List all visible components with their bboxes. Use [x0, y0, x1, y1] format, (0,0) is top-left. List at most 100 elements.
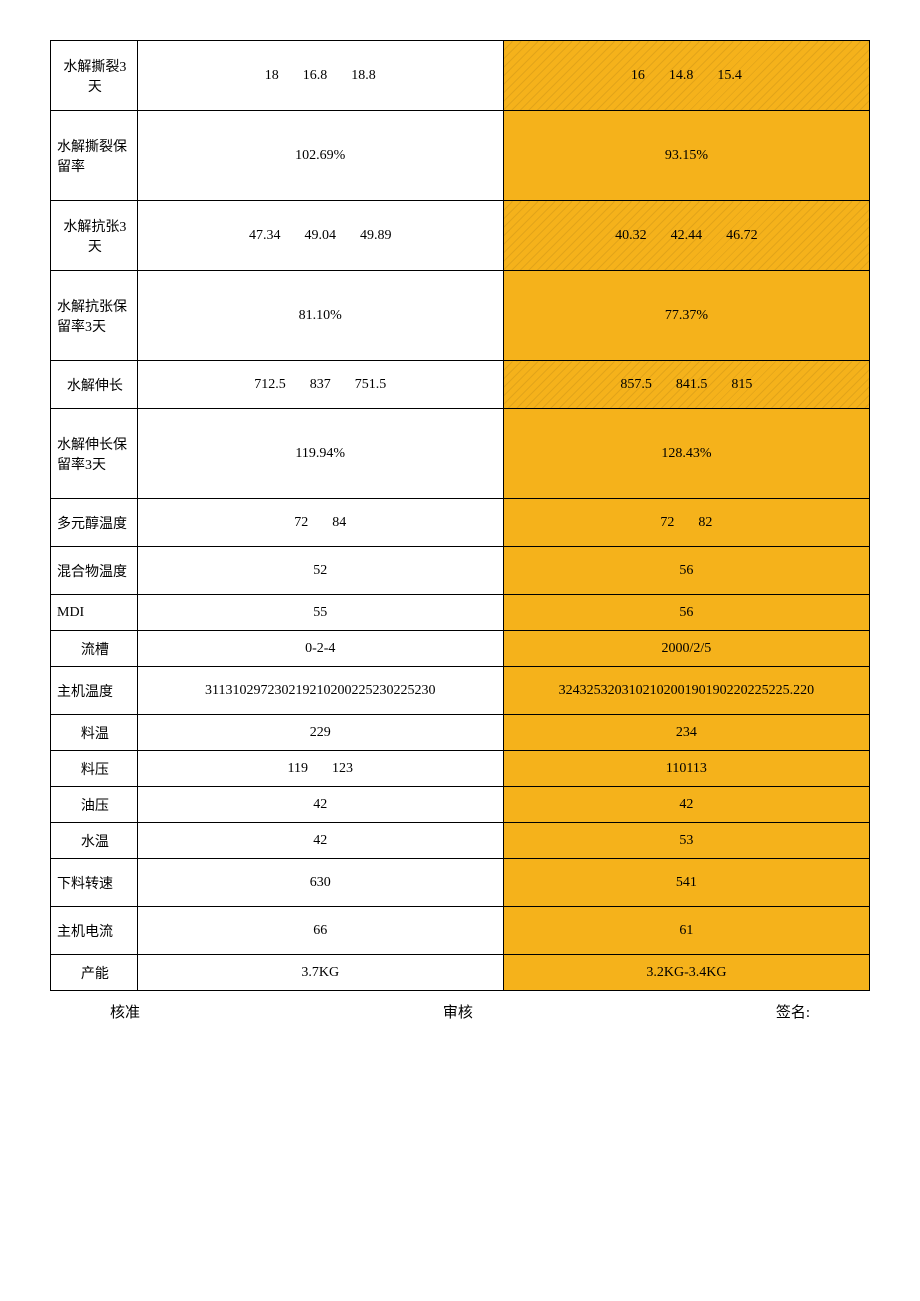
table-row: 水解撕裂保留率102.69%93.15%: [51, 111, 870, 201]
row-label: 流槽: [51, 631, 138, 667]
table-row: 水温4253: [51, 823, 870, 859]
footer-approve: 核准: [110, 1001, 140, 1022]
row-label: 多元醇温度: [51, 499, 138, 547]
value-b: 16 14.8 15.4: [503, 41, 869, 111]
v: 16.8: [303, 68, 328, 83]
table-row: 混合物温度5256: [51, 547, 870, 595]
v: 49.04: [304, 228, 336, 243]
value-a: 0-2-4: [137, 631, 503, 667]
value-b: 2000/2/5: [503, 631, 869, 667]
value-b: 541: [503, 859, 869, 907]
value-b: 72 82: [503, 499, 869, 547]
table-row: 主机温度311310297230219210200225230225230324…: [51, 667, 870, 715]
table-row: 流槽0-2-42000/2/5: [51, 631, 870, 667]
table-row: 水解伸长保留率3天119.94%128.43%: [51, 409, 870, 499]
row-label: 主机温度: [51, 667, 138, 715]
v: 49.89: [360, 228, 392, 243]
table-row: 多元醇温度 72 84 72 82: [51, 499, 870, 547]
v: 15.4: [717, 68, 742, 83]
value-b: 56: [503, 595, 869, 631]
table-row: 下料转速630541: [51, 859, 870, 907]
v: 841.5: [676, 377, 708, 392]
value-a: 42: [137, 823, 503, 859]
row-label: 水温: [51, 823, 138, 859]
row-label: 水解伸长保留率3天: [51, 409, 138, 499]
value-b: 3.2KG-3.4KG: [503, 955, 869, 991]
row-label: 产能: [51, 955, 138, 991]
value-b: 93.15%: [503, 111, 869, 201]
footer-review: 审核: [443, 1001, 473, 1022]
v: 837: [310, 377, 331, 392]
value-b: 56: [503, 547, 869, 595]
value-a: 311310297230219210200225230225230: [137, 667, 503, 715]
value-a: 119.94%: [137, 409, 503, 499]
value-b: 857.5 841.5 815: [503, 361, 869, 409]
value-a: 712.5 837 751.5: [137, 361, 503, 409]
table-row: 油压4242: [51, 787, 870, 823]
v: 751.5: [355, 377, 387, 392]
v: 82: [698, 515, 712, 530]
value-b: 61: [503, 907, 869, 955]
row-label: 料温: [51, 715, 138, 751]
value-b: 324325320310210200190190220225225.220: [503, 667, 869, 715]
row-label: 水解抗张3天: [51, 201, 138, 271]
table-row: MDI5556: [51, 595, 870, 631]
value-b: 234: [503, 715, 869, 751]
value-b: 42: [503, 787, 869, 823]
footer-sign: 签名:: [776, 1001, 810, 1022]
row-label: 下料转速: [51, 859, 138, 907]
value-b: 128.43%: [503, 409, 869, 499]
row-label: 油压: [51, 787, 138, 823]
value-a: 102.69%: [137, 111, 503, 201]
row-label: MDI: [51, 595, 138, 631]
value-a: 55: [137, 595, 503, 631]
table-row: 水解抗张3天 47.34 49.04 49.89 40.32 42.44 46.72: [51, 201, 870, 271]
value-a: 81.10%: [137, 271, 503, 361]
value-a: 18 16.8 18.8: [137, 41, 503, 111]
footer-row: 核准 审核 签名:: [50, 991, 870, 1022]
value-a: 3.7KG: [137, 955, 503, 991]
row-label: 水解撕裂3天: [51, 41, 138, 111]
table-row: 水解抗张保留率3天81.10%77.37%: [51, 271, 870, 361]
v: 40.32: [615, 228, 647, 243]
value-a: 42: [137, 787, 503, 823]
v: 72: [294, 515, 308, 530]
value-a: 47.34 49.04 49.89: [137, 201, 503, 271]
value-b: 77.37%: [503, 271, 869, 361]
table-row: 料压 119 123 110113: [51, 751, 870, 787]
value-b: 53: [503, 823, 869, 859]
table-row: 主机电流6661: [51, 907, 870, 955]
table-row: 水解伸长 712.5 837 751.5 857.5 841.5 815: [51, 361, 870, 409]
value-a: 229: [137, 715, 503, 751]
v: 18.8: [351, 68, 376, 83]
v: 14.8: [669, 68, 694, 83]
v: 46.72: [726, 228, 758, 243]
table-row: 产能3.7KG3.2KG-3.4KG: [51, 955, 870, 991]
value-a: 119 123: [137, 751, 503, 787]
v: 123: [332, 761, 353, 776]
v: 16: [631, 68, 645, 83]
value-b: 40.32 42.44 46.72: [503, 201, 869, 271]
value-b: 110113: [503, 751, 869, 787]
value-a: 72 84: [137, 499, 503, 547]
v: 815: [731, 377, 752, 392]
v: 119: [287, 761, 307, 776]
row-label: 水解抗张保留率3天: [51, 271, 138, 361]
v: 712.5: [254, 377, 286, 392]
v: 72: [660, 515, 674, 530]
row-label: 主机电流: [51, 907, 138, 955]
v: 47.34: [249, 228, 281, 243]
row-label: 料压: [51, 751, 138, 787]
data-table: 水解撕裂3天 18 16.8 18.8 16 14.8 15.4 水解撕裂保留率102.69%…: [50, 40, 870, 991]
row-label: 水解撕裂保留率: [51, 111, 138, 201]
value-a: 630: [137, 859, 503, 907]
table-row: 料温229234: [51, 715, 870, 751]
row-label: 混合物温度: [51, 547, 138, 595]
value-a: 66: [137, 907, 503, 955]
row-label: 水解伸长: [51, 361, 138, 409]
v: 84: [332, 515, 346, 530]
v: 857.5: [620, 377, 652, 392]
v: 42.44: [671, 228, 703, 243]
table-row: 水解撕裂3天 18 16.8 18.8 16 14.8 15.4: [51, 41, 870, 111]
v: 18: [265, 68, 279, 83]
